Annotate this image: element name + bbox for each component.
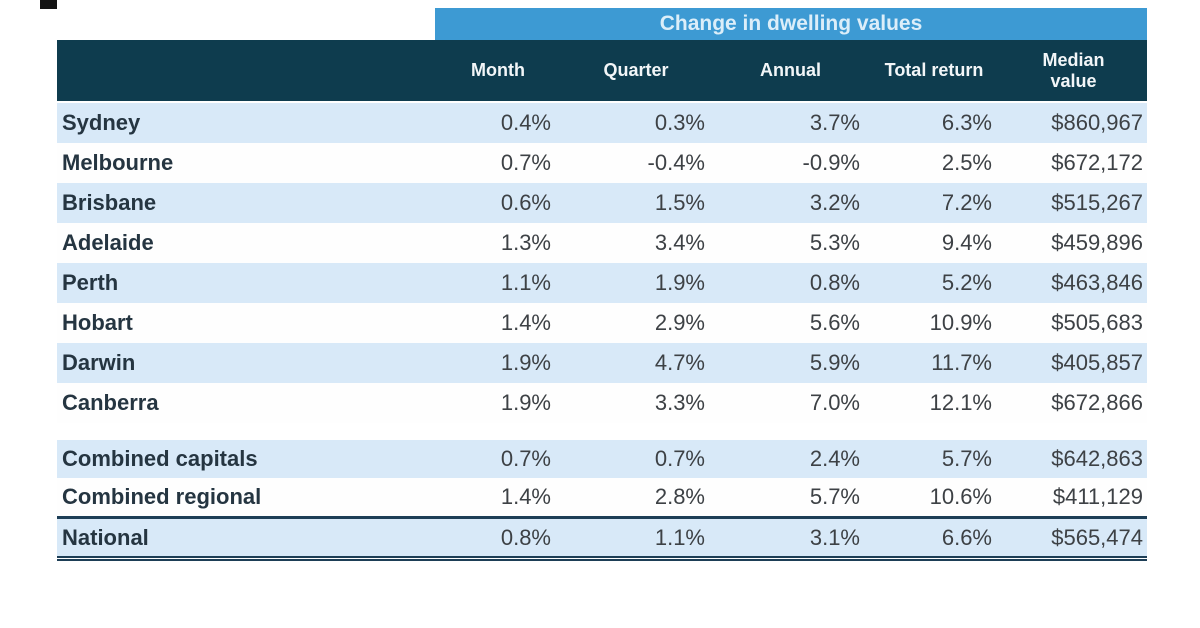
cell-month: 0.4% xyxy=(500,110,551,135)
row-label: Canberra xyxy=(62,390,159,415)
cell-quarter: 0.3% xyxy=(654,110,705,135)
cell-month: 1.9% xyxy=(500,390,551,415)
table-row: National 0.8% 1.1% 3.1% 6.6% $565,474 xyxy=(57,519,1147,556)
cell-median-value: $642,863 xyxy=(1051,446,1143,471)
table-row: Canberra 1.9% 3.3% 7.0% 12.1% $672,866 xyxy=(57,383,1147,423)
cell-month: 0.7% xyxy=(500,150,551,175)
cell-quarter: -0.4% xyxy=(647,150,705,175)
national-bottom-rule xyxy=(57,556,1147,558)
dwelling-values-table: Month Quarter Annual Total return Median… xyxy=(57,40,1147,561)
national-top-rule xyxy=(57,516,1147,519)
row-label: National xyxy=(62,524,149,550)
table-row: Combined capitals 0.7% 0.7% 2.4% 5.7% $6… xyxy=(57,440,1147,478)
column-header-annual: Annual xyxy=(760,60,821,81)
cell-month: 0.6% xyxy=(500,190,551,215)
cell-total-return: 5.2% xyxy=(941,270,992,295)
cell-quarter: 4.7% xyxy=(654,350,705,375)
row-label: Melbourne xyxy=(62,150,174,175)
cell-annual: 5.9% xyxy=(809,350,860,375)
cell-total-return: 9.4% xyxy=(941,230,992,255)
cell-quarter: 1.9% xyxy=(654,270,705,295)
column-header-quarter: Quarter xyxy=(603,60,669,81)
column-header-month: Month xyxy=(471,60,525,81)
table-body: Sydney 0.4% 0.3% 3.7% 6.3% $860,967 Melb… xyxy=(57,103,1147,561)
cell-median-value: $672,866 xyxy=(1051,390,1143,415)
table-row: Perth 1.1% 1.9% 0.8% 5.2% $463,846 xyxy=(57,263,1147,303)
cell-total-return: 6.3% xyxy=(941,110,992,135)
table-header-row: Month Quarter Annual Total return Median… xyxy=(57,40,1147,101)
cell-median-value: $405,857 xyxy=(1051,350,1143,375)
row-label: Combined capitals xyxy=(62,446,258,471)
table-row: Melbourne 0.7% -0.4% -0.9% 2.5% $672,172 xyxy=(57,143,1147,183)
column-header-median-value: Median value xyxy=(1042,49,1105,91)
cell-total-return: 5.7% xyxy=(941,446,992,471)
column-header-total-return: Total return xyxy=(884,60,984,81)
row-label: Darwin xyxy=(62,350,136,375)
table-row: Combined regional 1.4% 2.8% 5.7% 10.6% $… xyxy=(57,478,1147,516)
cell-annual: 3.2% xyxy=(809,190,860,215)
cell-annual: 5.6% xyxy=(809,310,860,335)
row-label: Combined regional xyxy=(62,484,262,509)
row-label: Brisbane xyxy=(62,190,157,215)
cell-month: 1.9% xyxy=(500,350,551,375)
cell-quarter: 2.9% xyxy=(654,310,705,335)
cell-total-return: 6.6% xyxy=(941,524,992,550)
section-spacer xyxy=(57,423,1147,440)
cell-median-value: $672,172 xyxy=(1051,150,1143,175)
cell-annual: 3.1% xyxy=(809,524,860,550)
row-label: Sydney xyxy=(62,110,141,135)
table-row: Brisbane 0.6% 1.5% 3.2% 7.2% $515,267 xyxy=(57,183,1147,223)
cell-median-value: $459,896 xyxy=(1051,230,1143,255)
table-row: Hobart 1.4% 2.9% 5.6% 10.9% $505,683 xyxy=(57,303,1147,343)
table-row: Adelaide 1.3% 3.4% 5.3% 9.4% $459,896 xyxy=(57,223,1147,263)
cell-month: 1.3% xyxy=(500,230,551,255)
table-section: National 0.8% 1.1% 3.1% 6.6% $565,474 xyxy=(57,519,1147,556)
cell-quarter: 2.8% xyxy=(654,484,705,509)
corner-mark xyxy=(40,0,57,9)
national-bottom-rule-gap xyxy=(57,558,1147,559)
cell-quarter: 3.4% xyxy=(654,230,705,255)
cell-quarter: 3.3% xyxy=(654,390,705,415)
header-region-blank xyxy=(57,40,437,101)
national-bottom-rule xyxy=(57,559,1147,561)
cell-total-return: 12.1% xyxy=(929,390,992,415)
cell-annual: 3.7% xyxy=(809,110,860,135)
cell-total-return: 11.7% xyxy=(931,350,992,375)
table-row: Sydney 0.4% 0.3% 3.7% 6.3% $860,967 xyxy=(57,103,1147,143)
row-label: Perth xyxy=(62,270,119,295)
cell-quarter: 0.7% xyxy=(654,446,705,471)
cell-median-value: $463,846 xyxy=(1051,270,1143,295)
cell-month: 1.1% xyxy=(500,270,551,295)
cell-total-return: 10.6% xyxy=(929,484,992,509)
cell-month: 1.4% xyxy=(500,484,551,509)
cell-total-return: 2.5% xyxy=(941,150,992,175)
cell-annual: 5.3% xyxy=(809,230,860,255)
cell-month: 0.7% xyxy=(500,446,551,471)
cell-median-value: $515,267 xyxy=(1051,190,1143,215)
banner-title: Change in dwelling values xyxy=(659,12,923,35)
cell-median-value: $860,967 xyxy=(1051,110,1143,135)
cell-median-value: $565,474 xyxy=(1051,524,1143,550)
cell-median-value: $505,683 xyxy=(1051,310,1143,335)
cell-annual: -0.9% xyxy=(802,150,860,175)
row-label: Hobart xyxy=(62,310,133,335)
cell-month: 1.4% xyxy=(500,310,551,335)
table-section: Sydney 0.4% 0.3% 3.7% 6.3% $860,967 Melb… xyxy=(57,103,1147,423)
cell-quarter: 1.5% xyxy=(654,190,705,215)
cell-total-return: 10.9% xyxy=(929,310,992,335)
cell-annual: 5.7% xyxy=(809,484,860,509)
cell-annual: 7.0% xyxy=(809,390,860,415)
table-banner: Change in dwelling values xyxy=(435,8,1147,40)
cell-annual: 2.4% xyxy=(809,446,860,471)
cell-quarter: 1.1% xyxy=(654,524,705,550)
table-section: Combined capitals 0.7% 0.7% 2.4% 5.7% $6… xyxy=(57,440,1147,516)
cell-total-return: 7.2% xyxy=(941,190,992,215)
cell-annual: 0.8% xyxy=(809,270,860,295)
cell-median-value: $411,129 xyxy=(1052,484,1143,509)
table-row: Darwin 1.9% 4.7% 5.9% 11.7% $405,857 xyxy=(57,343,1147,383)
row-label: Adelaide xyxy=(62,230,154,255)
cell-month: 0.8% xyxy=(500,524,551,550)
